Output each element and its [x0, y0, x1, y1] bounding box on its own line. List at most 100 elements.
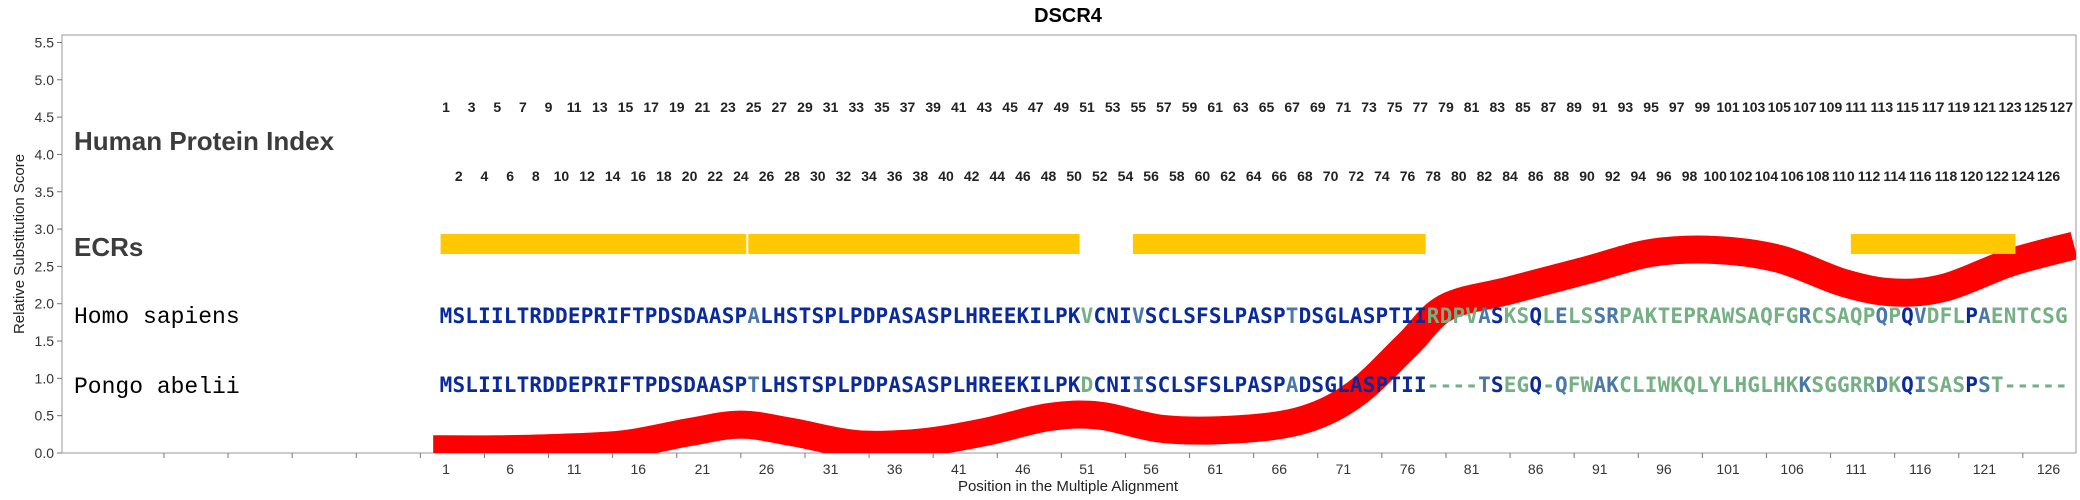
residue-pongo: R [1863, 373, 1876, 397]
residue-homo: V [1081, 304, 1094, 328]
residue-pongo: S [670, 373, 683, 397]
residue-pongo: S [1183, 373, 1196, 397]
residue-homo: S [452, 304, 465, 328]
residue-pongo: S [1363, 373, 1376, 397]
residue-pongo: K [1786, 373, 1799, 397]
index-number: 84 [1502, 168, 1518, 184]
residue-homo: I [491, 304, 504, 328]
residue-homo: E [1991, 304, 2004, 328]
ecr-row [440, 234, 2016, 254]
y-tick-label: 3.0 [35, 221, 55, 237]
x-tick-label: 71 [1336, 461, 1352, 477]
residue-pongo: G [1324, 373, 1337, 397]
residue-homo: A [1632, 304, 1645, 328]
residue-homo: A [696, 304, 709, 328]
index-number: 118 [1935, 168, 1958, 184]
index-number: 76 [1400, 168, 1416, 184]
index-number: 113 [1871, 99, 1894, 115]
residue-pongo: - [1452, 373, 1465, 397]
residue-pongo: G [1747, 373, 1760, 397]
index-number: 13 [592, 99, 608, 115]
residue-pongo: K [1888, 373, 1901, 397]
index-number: 115 [1896, 99, 1919, 115]
x-tick-label: 111 [1846, 461, 1867, 477]
residue-homo: D [683, 304, 696, 328]
residue-pongo: I [1132, 373, 1145, 397]
residue-homo: H [773, 304, 786, 328]
residue-pongo: L [1696, 373, 1709, 397]
index-number: 62 [1220, 168, 1236, 184]
residue-homo: D [542, 304, 555, 328]
residue-homo: C [1811, 304, 1824, 328]
plot-frame [61, 34, 2077, 454]
index-number: 83 [1489, 99, 1505, 115]
index-number: 91 [1592, 99, 1608, 115]
index-number: 54 [1118, 168, 1134, 184]
index-number: 117 [1922, 99, 1945, 115]
residue-homo: L [465, 304, 478, 328]
residue-pongo: D [683, 373, 696, 397]
index-number: 92 [1605, 168, 1621, 184]
residue-homo: K [1504, 304, 1517, 328]
index-number: 80 [1451, 168, 1467, 184]
index-number: 121 [1973, 99, 1997, 115]
y-tick-label: 4.0 [35, 146, 55, 162]
x-tick-label: 91 [1592, 461, 1608, 477]
residue-homo: C [1158, 304, 1171, 328]
index-number: 95 [1643, 99, 1659, 115]
residue-pongo: - [1440, 373, 1453, 397]
residue-homo: L [1337, 304, 1350, 328]
index-number: 99 [1695, 99, 1711, 115]
y-tick-label: 3.5 [35, 184, 55, 200]
residue-homo: E [1555, 304, 1568, 328]
index-number: 48 [1041, 168, 1057, 184]
residue-pongo: L [1042, 373, 1055, 397]
residue-homo: S [811, 304, 824, 328]
index-number: 102 [1729, 168, 1753, 184]
index-number: 104 [1755, 168, 1779, 184]
residue-pongo: K [1068, 373, 1081, 397]
residue-pongo: T [747, 373, 760, 397]
residue-pongo: S [1209, 373, 1222, 397]
residue-pongo: Q [1555, 373, 1568, 397]
residue-homo: P [850, 304, 863, 328]
index-number: 46 [1015, 168, 1031, 184]
row-label-human-protein-index: Human Protein Index [74, 126, 335, 156]
residue-pongo: L [1632, 373, 1645, 397]
residue-homo: S [1581, 304, 1594, 328]
x-tick-label: 1 [442, 461, 450, 477]
x-tick-label: 11 [567, 461, 582, 477]
residue-homo: A [747, 304, 760, 328]
residue-pongo: T [632, 373, 645, 397]
index-number: 26 [759, 168, 775, 184]
index-number: 71 [1336, 99, 1352, 115]
residue-homo: Q [1529, 304, 1542, 328]
index-number: 56 [1143, 168, 1159, 184]
x-tick-label: 116 [1909, 461, 1932, 477]
y-tick-label: 1.5 [35, 333, 55, 349]
index-number: 64 [1246, 168, 1262, 184]
index-number: 93 [1618, 99, 1634, 115]
residue-homo: A [1747, 304, 1760, 328]
residue-homo: S [1517, 304, 1530, 328]
residue-pongo: H [773, 373, 786, 397]
index-number: 74 [1374, 168, 1390, 184]
x-tick-label: 76 [1400, 461, 1416, 477]
protein-index-row: 1 3 5 7 9 11 13 15 17 19 21 23 25 27 29 31 33 35 37 39 41 43 4… [442, 99, 2073, 184]
residue-pongo: K [1017, 373, 1030, 397]
residue-homo: T [1658, 304, 1671, 328]
index-number: 7 [519, 99, 527, 115]
residue-pongo: S [901, 373, 914, 397]
residue-pongo: S [1811, 373, 1824, 397]
index-number: 45 [1002, 99, 1018, 115]
residue-homo: P [824, 304, 837, 328]
score-line-layer [433, 231, 2076, 453]
index-number: 126 [2037, 168, 2061, 184]
index-number: 124 [2011, 168, 2035, 184]
y-tick-label: 2.5 [35, 258, 55, 274]
x-axis-label: Position in the Multiple Alignment [958, 478, 1179, 495]
residue-homo: K [1645, 304, 1658, 328]
residue-pongo: C [1093, 373, 1106, 397]
residue-homo: A [1978, 304, 1991, 328]
